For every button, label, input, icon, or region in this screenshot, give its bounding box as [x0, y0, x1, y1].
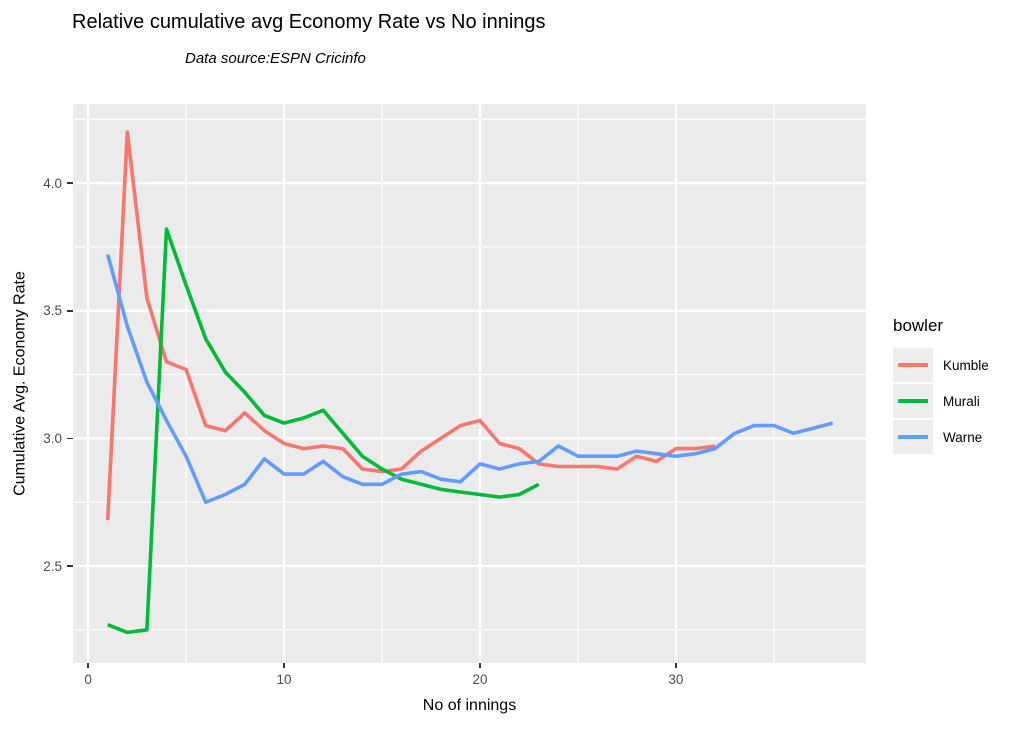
legend-key-line: [898, 363, 928, 367]
legend-key-swatch: [893, 348, 933, 382]
legend-entry-murali: Murali: [893, 384, 989, 418]
legend-title: bowler: [893, 316, 944, 335]
legend-entry-kumble: Kumble: [893, 348, 989, 382]
y-tick-label: 3.0: [43, 430, 62, 446]
x-tick-mark: [87, 663, 89, 668]
series-line-warne: [105, 254, 834, 505]
y-tick-mark: [67, 565, 73, 567]
chart-title: Relative cumulative avg Economy Rate vs …: [72, 11, 546, 33]
y-tick-label: 2.5: [43, 558, 62, 574]
plot-panel: [73, 104, 866, 663]
y-tick-mark: [67, 310, 73, 312]
x-tick-label: 10: [276, 672, 292, 687]
legend-entry-warne: Warne: [893, 420, 989, 454]
y-tick-label: 4.0: [43, 175, 62, 191]
y-axis-title: Cumulative Avg. Economy Rate: [11, 271, 29, 496]
plot-svg: [73, 104, 866, 663]
legend-label: Warne: [943, 429, 983, 445]
series-line-kumble: [105, 130, 716, 521]
legend-key-line: [898, 435, 928, 439]
legend-entries: Kumble Murali Warne: [893, 348, 989, 454]
y-tick-label: 3.5: [43, 303, 62, 319]
series-line-murali: [107, 227, 540, 635]
y-tick-mark: [67, 182, 73, 184]
x-axis-title: No of innings: [422, 697, 517, 714]
legend-key-line: [898, 399, 928, 403]
x-tick-label: 0: [84, 672, 92, 687]
y-tick-mark: [67, 437, 73, 440]
x-tick-mark: [675, 663, 677, 668]
x-tick-mark: [479, 663, 481, 668]
legend-label: Murali: [943, 393, 980, 409]
legend-label: Kumble: [943, 357, 989, 373]
x-tick-label: 20: [472, 672, 488, 687]
chart-subtitle: Data source:ESPN Cricinfo: [185, 50, 366, 67]
x-tick-mark: [283, 663, 285, 668]
legend-key-swatch: [893, 384, 933, 418]
legend: bowler Kumble Murali Warne: [893, 316, 989, 456]
legend-key-swatch: [893, 420, 933, 454]
x-tick-label: 30: [668, 672, 684, 687]
